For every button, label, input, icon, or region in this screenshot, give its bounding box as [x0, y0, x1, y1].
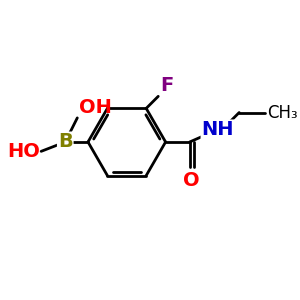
- Text: B: B: [58, 133, 73, 152]
- Text: NH: NH: [202, 120, 234, 140]
- Text: O: O: [183, 171, 200, 190]
- Text: F: F: [160, 76, 174, 95]
- Text: CH₃: CH₃: [267, 103, 297, 122]
- Text: OH: OH: [79, 98, 112, 117]
- Text: HO: HO: [7, 142, 40, 161]
